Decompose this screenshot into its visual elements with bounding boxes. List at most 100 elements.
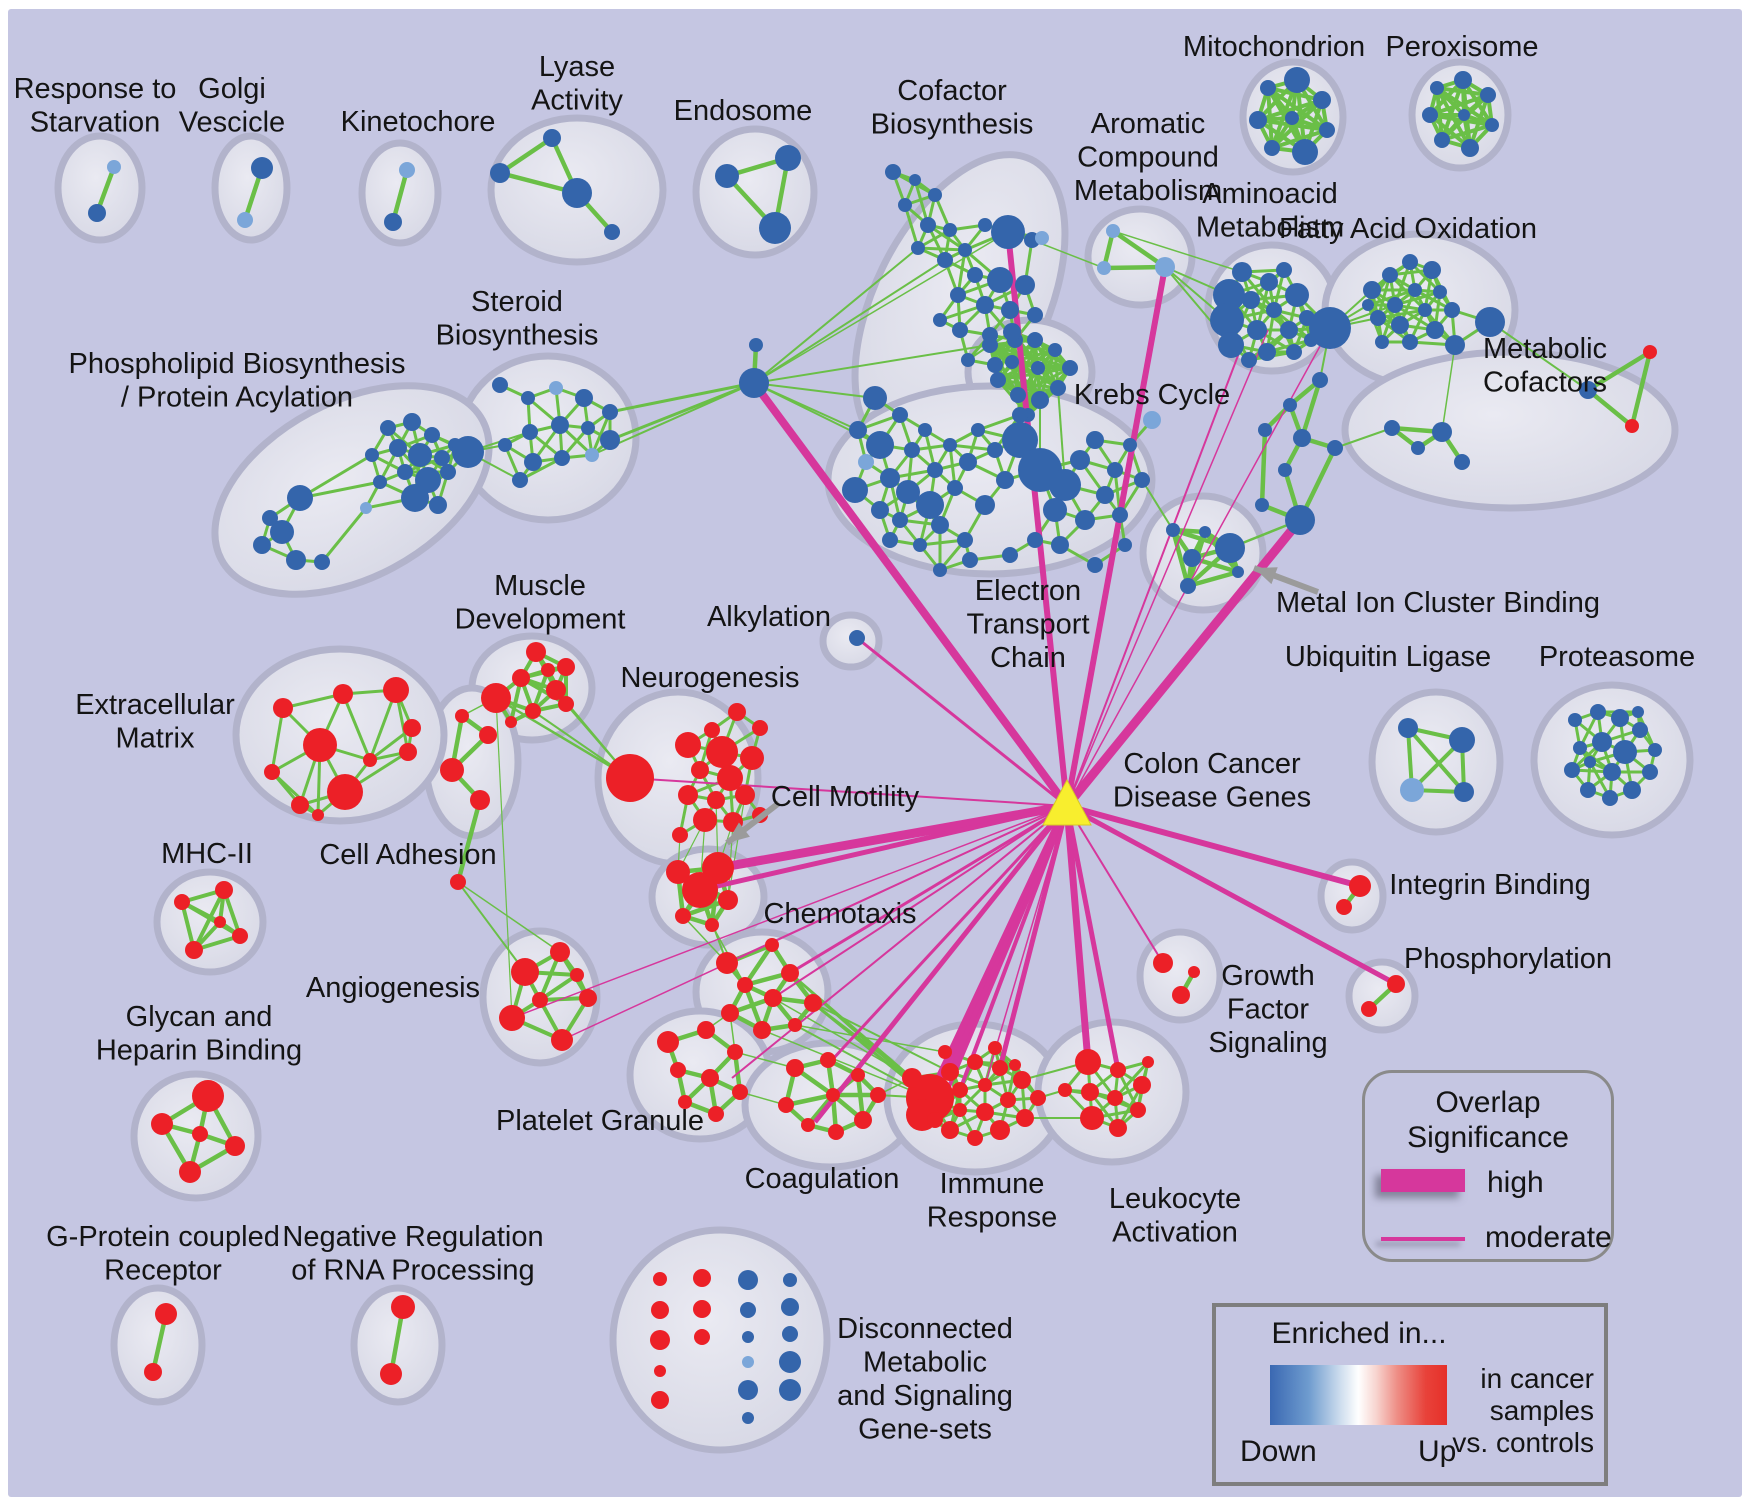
label-fatty-acid-oxidation: Fatty Acid Oxidation: [1279, 213, 1537, 245]
gene-set-node: [1002, 422, 1038, 458]
gene-set-node: [1623, 781, 1641, 799]
gene-set-node: [950, 287, 966, 303]
gene-set-node: [440, 758, 464, 782]
gene-set-node: [650, 1330, 670, 1350]
gene-set-node: [654, 1365, 666, 1377]
label-chemotaxis: Chemotaxis: [763, 898, 916, 930]
gene-set-node: [742, 1412, 754, 1424]
gene-set-overlap-edge: [1257, 98, 1323, 122]
gene-set-node: [788, 1018, 802, 1032]
inter-cluster-edge: [457, 881, 526, 973]
gene-set-node: [721, 1004, 739, 1022]
label-krebs-cycle: Krebs Cycle: [1074, 379, 1230, 411]
gene-set-node: [1009, 1059, 1021, 1071]
label-glycan-heparin-binding: Glycan and Heparin Binding: [96, 1001, 302, 1067]
gene-set-node: [1480, 87, 1496, 103]
gene-set-node: [651, 1301, 669, 1319]
gene-set-node: [933, 563, 947, 577]
gene-set-node: [737, 977, 753, 993]
high-significance-overlap-edge: [1064, 805, 1121, 1071]
gene-set-node: [1603, 763, 1621, 781]
gene-set-node: [781, 964, 799, 982]
gene-set-node: [232, 928, 248, 944]
gene-set-node: [215, 881, 233, 899]
gene-set-node: [1109, 1119, 1127, 1137]
gene-set-node: [327, 774, 363, 810]
gene-set-node: [1070, 450, 1090, 470]
gene-set-node: [225, 1136, 245, 1156]
gene-set-node: [408, 443, 432, 467]
gene-set-node: [708, 1106, 724, 1122]
gene-set-node: [526, 642, 546, 662]
gene-set-node: [779, 1379, 801, 1401]
gene-set-node: [1123, 438, 1137, 452]
gene-set-node: [651, 1391, 669, 1409]
inter-cluster-edge: [1141, 479, 1174, 531]
label-integrin-binding: Integrin Binding: [1389, 869, 1591, 901]
gene-set-node: [1247, 320, 1267, 340]
gene-set-node: [1592, 732, 1612, 752]
gene-set-node: [1423, 261, 1441, 279]
gene-set-node: [1475, 307, 1505, 337]
gene-set-node: [264, 764, 280, 780]
gene-set-node: [739, 368, 769, 398]
gene-set-node: [1166, 523, 1180, 537]
label-mitochondrion: Mitochondrion: [1183, 31, 1365, 63]
gene-set-node: [365, 448, 379, 462]
gene-set-node: [1648, 743, 1662, 757]
inter-cluster-edge: [457, 881, 561, 953]
gene-set-node: [1580, 782, 1596, 798]
cluster-aromatic-compound-metabolism: [1084, 205, 1196, 309]
gene-set-node: [828, 1124, 844, 1140]
gene-set-node: [1075, 510, 1095, 530]
gene-set-node: [1313, 91, 1331, 109]
gene-set-node: [1422, 107, 1438, 123]
gene-set-node: [1133, 1076, 1151, 1094]
gene-set-node: [512, 472, 528, 488]
gene-set-node: [549, 381, 563, 395]
gene-set-node: [705, 918, 719, 932]
gene-set-node: [1276, 262, 1292, 278]
inter-cluster-edge: [1334, 427, 1393, 449]
inter-cluster-edge: [794, 1024, 946, 1053]
gene-set-node: [675, 732, 701, 758]
gene-set-node: [943, 223, 957, 237]
label-alkylation: Alkylation: [707, 601, 831, 633]
inter-cluster-edge: [1112, 230, 1243, 273]
gene-set-node: [1411, 441, 1425, 455]
gene-set-overlap-edge: [341, 693, 372, 761]
gene-set-overlap-edge: [1187, 569, 1239, 589]
gene-set-node: [1632, 706, 1644, 718]
gene-set-node: [898, 198, 912, 212]
gene-set-node: [107, 160, 121, 174]
gene-set-node: [1112, 507, 1128, 523]
label-lyase-activity: Lyase Activity: [531, 51, 623, 117]
high-significance-edge-swatch: [1381, 1169, 1465, 1192]
inter-cluster-edge: [753, 247, 919, 384]
gene-set-node: [384, 213, 402, 231]
gene-set-node: [927, 462, 943, 478]
gene-set-overlap-edge: [1629, 351, 1653, 427]
gene-set-node: [1242, 291, 1260, 309]
gene-set-node: [804, 994, 822, 1012]
gene-set-node: [1110, 1062, 1126, 1078]
gene-set-node: [1241, 352, 1257, 368]
gene-set-node: [1293, 429, 1311, 447]
gene-set-node: [775, 145, 801, 171]
gene-set-node: [521, 391, 535, 405]
gene-set-node: [1642, 764, 1658, 780]
up-label: Up: [1418, 1435, 1457, 1468]
gene-set-node: [399, 162, 415, 178]
gene-set-node: [481, 683, 511, 713]
gene-set-node: [1292, 139, 1318, 165]
gene-set-node: [1153, 953, 1173, 973]
gene-set-node: [866, 431, 894, 459]
gene-set-node: [1050, 380, 1066, 396]
gene-set-node: [943, 438, 957, 452]
gene-set-node: [678, 1095, 692, 1109]
gene-set-node: [863, 386, 887, 410]
label-extracellular-matrix: Extracellular Matrix: [75, 689, 235, 755]
gene-set-node: [1058, 1083, 1072, 1097]
gene-set-node: [270, 520, 294, 544]
gene-set-node: [1260, 80, 1276, 96]
